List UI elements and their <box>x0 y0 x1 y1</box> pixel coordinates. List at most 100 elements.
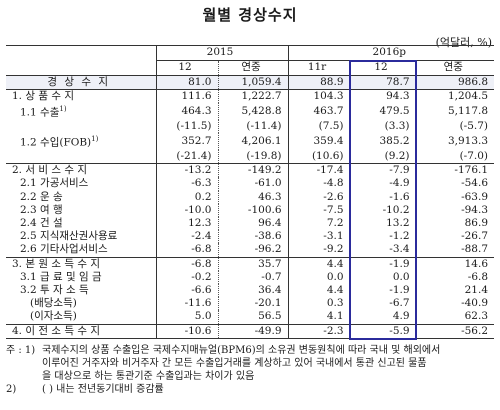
table-row: (-21.4) (-19.8) (10.6) (9.2) (-7.0) <box>6 150 495 164</box>
row-label: 경 상 수 지 <box>6 75 156 90</box>
cell-value: 88.9 <box>287 75 351 90</box>
cell-value: (-21.4) <box>155 150 218 164</box>
cell-value: 1,204.5 <box>415 89 495 104</box>
row-label <box>6 120 156 133</box>
header-year-2016: 2016p <box>287 45 495 61</box>
cell-value: -61.0 <box>217 177 289 191</box>
page-title: 월별 경상수지 <box>202 6 298 24</box>
cell-value: -96.2 <box>217 243 289 258</box>
cell-value: -0.2 <box>155 270 218 285</box>
row-label: 3.1 급 료 및 임 금 <box>20 270 102 283</box>
cell-value: (-5.7) <box>415 120 495 134</box>
row-label: 2.3 여 행 <box>20 203 63 216</box>
cell-value: -6.7 <box>349 297 417 311</box>
cell-value: 4.9 <box>349 310 417 325</box>
cell-value: 1,222.7 <box>217 89 289 104</box>
cell-value: (10.6) <box>287 150 351 164</box>
table-row: 1.1 수출1) 464.3 5,428.8 463.7 479.5 5,117.8 <box>6 103 495 121</box>
cell-value: -7.5 <box>287 203 351 218</box>
cell-value: -13.2 <box>155 163 218 178</box>
table-row: (-11.5) (-11.4) (7.5) (3.3) (-5.7) <box>6 120 495 134</box>
cell-value: 14.6 <box>415 257 495 271</box>
cell-value: 359.4 <box>287 133 351 151</box>
header-col: 연중 <box>217 60 289 76</box>
cell-value: 104.3 <box>287 89 351 104</box>
table-row: 2.4 건 설 12.3 96.4 7.2 13.2 86.9 <box>6 217 495 231</box>
cell-value: -10.2 <box>349 203 417 218</box>
cell-value: -40.9 <box>415 297 495 311</box>
cell-value: -26.7 <box>415 230 495 244</box>
cell-value: (7.5) <box>287 120 351 134</box>
cell-value: -10.0 <box>155 203 218 218</box>
cell-value: 4.4 <box>287 257 351 271</box>
table-row: 3.1 급 료 및 임 금 -0.2 -0.7 0.0 0.0 -6.8 <box>6 270 495 285</box>
table-row: 2.6 기타사업서비스 -6.8 -96.2 -9.2 -3.4 -88.7 <box>6 243 495 258</box>
cell-value: 46.3 <box>217 190 289 204</box>
footnote-label: 주 : 1) <box>6 344 36 356</box>
cell-value: -94.3 <box>415 203 495 218</box>
table-row: 경 상 수 지 81.0 1,059.4 88.9 78.7 986.8 <box>6 75 495 90</box>
cell-value: -6.8 <box>155 257 218 271</box>
cell-value: 1,059.4 <box>217 75 289 90</box>
footnote-marker: 1) <box>91 135 99 144</box>
cell-value: -100.6 <box>217 203 289 218</box>
cell-value: -5.9 <box>349 324 417 339</box>
cell-value: (-11.5) <box>155 120 218 134</box>
footnote-marker: 1) <box>59 105 67 114</box>
cell-value: -3.1 <box>287 230 351 244</box>
footnote-text: 을 대상으로 하는 통관기준 수출입과는 차이가 있음 <box>42 370 255 382</box>
row-label: 3. 본 원 소 득 수 지 <box>12 257 101 270</box>
footnote-line: 을 대상으로 하는 통관기준 수출입과는 차이가 있음 <box>6 370 494 383</box>
cell-value: -54.6 <box>415 177 495 191</box>
cell-value: (-7.0) <box>415 150 495 164</box>
cell-value: -176.1 <box>415 163 495 178</box>
cell-value: -3.4 <box>349 243 417 258</box>
cell-value: -49.9 <box>217 324 289 339</box>
cell-value: -6.8 <box>415 270 495 285</box>
footnote-line: 이루어진 거주자와 비거주자 간 모든 수출입거래를 계상하고 있어 국내에서 … <box>6 357 494 370</box>
cell-value: -88.7 <box>415 243 495 258</box>
row-label: 2.2 운 송 <box>20 190 63 203</box>
cell-value: 78.7 <box>349 75 417 90</box>
cell-value: -20.1 <box>217 297 289 311</box>
table-row: 2.2 운 송 0.2 46.3 -2.6 -1.6 -63.9 <box>6 190 495 204</box>
header-col: 11r <box>287 60 351 76</box>
footnotes: 주 : 1) 국제수지의 상품 수출입은 국제수지매뉴얼(BPM6)의 소유권 변… <box>6 344 494 396</box>
footnote-line: 주 : 1) 국제수지의 상품 수출입은 국제수지매뉴얼(BPM6)의 소유권 변… <box>6 344 494 357</box>
cell-value: (3.3) <box>349 120 417 134</box>
cell-value: -17.4 <box>287 163 351 178</box>
cell-value: -9.2 <box>287 243 351 258</box>
row-label: 2.4 건 설 <box>20 217 63 230</box>
cell-value: -4.8 <box>287 177 351 191</box>
cell-value: -63.9 <box>415 190 495 204</box>
header-col: 연중 <box>415 60 495 76</box>
cell-value: (-11.4) <box>217 120 289 134</box>
cell-value: (9.2) <box>349 150 417 164</box>
cell-value: 479.5 <box>349 103 417 121</box>
table-row: (배당소득) -11.6 -20.1 0.3 -6.7 -40.9 <box>6 297 495 311</box>
cell-value: -6.8 <box>155 243 218 258</box>
row-label: 3.2 투 자 소 득 <box>20 284 89 297</box>
footnote-line: 2) ( ) 내는 전년동기대비 증감률 <box>6 383 494 396</box>
cell-value: -6.6 <box>155 284 218 298</box>
cell-value: 5,428.8 <box>217 103 289 121</box>
cell-value: 0.0 <box>349 270 417 285</box>
cell-value: 35.7 <box>217 257 289 271</box>
cell-value: 4.1 <box>287 310 351 325</box>
cell-value: -38.6 <box>217 230 289 244</box>
cell-value: 5,117.8 <box>415 103 495 121</box>
cell-value: -11.6 <box>155 297 218 311</box>
cell-value: 12.3 <box>155 217 218 231</box>
footnote-label: 2) <box>6 383 17 395</box>
cell-value: -6.3 <box>155 177 218 191</box>
table-row: 2.5 지식재산권사용료 -2.4 -38.6 -3.1 -1.2 -26.7 <box>6 230 495 244</box>
cell-value: 4.4 <box>287 284 351 298</box>
row-label: (이자소득) <box>30 310 77 323</box>
cell-value: 21.4 <box>415 284 495 298</box>
cell-value: 111.6 <box>155 89 218 104</box>
row-label: 1.1 수출1) <box>20 105 67 119</box>
cell-value: -2.3 <box>287 324 351 339</box>
cell-value: 0.3 <box>287 297 351 311</box>
cell-value: 463.7 <box>287 103 351 121</box>
table-row: 2.1 가공서비스 -6.3 -61.0 -4.8 -4.9 -54.6 <box>6 177 495 191</box>
